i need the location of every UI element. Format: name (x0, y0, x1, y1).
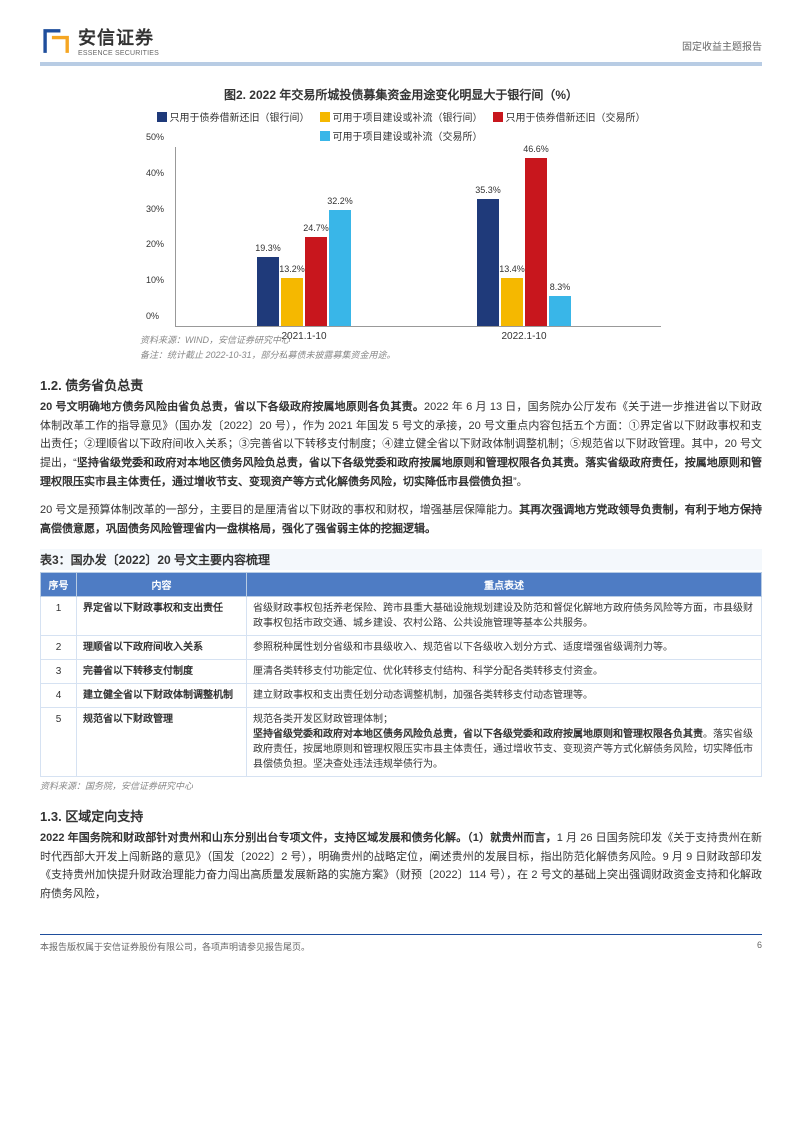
legend-item: 可用于项目建设或补流（银行间） (320, 109, 483, 124)
legend-swatch (320, 131, 330, 141)
bar-group: 35.3%13.4%46.6%8.3%2022.1-10 (476, 158, 572, 326)
legend-item: 只用于债券借新还旧（银行间） (157, 109, 310, 124)
page-header: 安信证券 ESSENCE SECURITIES 固定收益主题报告 (40, 24, 762, 58)
bar-value-label: 24.7% (303, 223, 329, 233)
legend-label: 只用于债券借新还旧（交易所） (506, 109, 646, 124)
table-column-header: 内容 (77, 572, 247, 596)
footer-left: 本报告版权属于安信证券股份有限公司，各项声明请参见报告尾页。 (40, 940, 310, 953)
table-cell-desc: 规范各类开发区财政管理体制；坚持省级党委和政府对本地区债务风险负总责，省以下各级… (247, 707, 762, 776)
bar: 19.3% (257, 257, 279, 326)
bar: 24.7% (305, 237, 327, 326)
table-cell-desc: 省级财政事权包括养老保险、跨市县重大基础设施规划建设及防范和督促化解地方政府债务… (247, 596, 762, 635)
table3-header-row: 序号内容重点表述 (41, 572, 762, 596)
legend-item: 可用于项目建设或补流（交易所） (320, 128, 483, 143)
chart-plot-area: 0%10%20%30%40%50%19.3%13.2%24.7%32.2%202… (175, 147, 661, 327)
legend-swatch (493, 112, 503, 122)
bar-value-label: 13.2% (279, 264, 305, 274)
table3: 序号内容重点表述 1界定省以下财政事权和支出责任省级财政事权包括养老保险、跨市县… (40, 572, 762, 777)
header-divider (40, 62, 762, 66)
bar: 13.2% (281, 278, 303, 326)
y-tick-label: 0% (146, 311, 159, 321)
footer-divider (40, 934, 762, 935)
para1-tail: ”。 (513, 476, 528, 488)
legend-label: 可用于项目建设或补流（交易所） (333, 128, 483, 143)
section-1-2-para1: 20 号文明确地方债务风险由省负总责，省以下各级政府按属地原则各负其责。2022… (40, 398, 762, 491)
brand-name-cn: 安信证券 (78, 24, 159, 50)
bar-group: 19.3%13.2%24.7%32.2%2021.1-10 (256, 210, 352, 326)
y-tick-label: 10% (146, 275, 164, 285)
para1-bold2: 坚持省级党委和政府对本地区债务风险负总责，省以下各级党委和政府按属地原则和管理权… (40, 457, 762, 488)
section-1-2-para2: 20 号文是预算体制改革的一部分，主要目的是厘清省以下财政的事权和财权，增强基层… (40, 501, 762, 538)
table3-body: 1界定省以下财政事权和支出责任省级财政事权包括养老保险、跨市县重大基础设施规划建… (41, 596, 762, 776)
para1-lead: 20 号文明确地方债务风险由省负总责，省以下各级政府按属地原则各负其责。 (40, 401, 424, 413)
table-cell-content: 完善省以下转移支付制度 (77, 659, 247, 683)
bar-value-label: 32.2% (327, 196, 353, 206)
chart-legend: 只用于债券借新还旧（银行间） 可用于项目建设或补流（银行间） 只用于债券借新还旧（交… (141, 109, 661, 143)
legend-item: 只用于债券借新还旧（交易所） (493, 109, 646, 124)
brand-name-en: ESSENCE SECURITIES (78, 50, 159, 57)
table-cell-desc: 厘清各类转移支付功能定位、优化转移支付结构、科学分配各类转移支付资金。 (247, 659, 762, 683)
table-column-header: 重点表述 (247, 572, 762, 596)
bar: 13.4% (501, 278, 523, 326)
table-cell-seq: 3 (41, 659, 77, 683)
table-row: 1界定省以下财政事权和支出责任省级财政事权包括养老保险、跨市县重大基础设施规划建… (41, 596, 762, 635)
bar: 35.3% (477, 199, 499, 326)
para2-a: 20 号文是预算体制改革的一部分，主要目的是厘清省以下财政的事权和财权，增强基层… (40, 504, 519, 516)
y-tick-label: 20% (146, 239, 164, 249)
table-row: 2理顺省以下政府间收入关系参照税种属性划分省级和市县级收入、规范省以下各级收入划… (41, 635, 762, 659)
logo-icon (40, 24, 74, 58)
table-row: 3完善省以下转移支付制度厘清各类转移支付功能定位、优化转移支付结构、科学分配各类… (41, 659, 762, 683)
table-cell-seq: 5 (41, 707, 77, 776)
table-cell-content: 理顺省以下政府间收入关系 (77, 635, 247, 659)
section-1-2-heading: 1.2. 债务省负总责 (40, 375, 762, 394)
logo: 安信证券 ESSENCE SECURITIES (40, 24, 159, 58)
page-footer: 本报告版权属于安信证券股份有限公司，各项声明请参见报告尾页。 6 (40, 934, 762, 953)
table-cell-seq: 4 (41, 683, 77, 707)
section-1-3-heading: 1.3. 区域定向支持 (40, 806, 762, 825)
bar-value-label: 13.4% (499, 264, 525, 274)
table-column-header: 序号 (41, 572, 77, 596)
table-cell-content: 建立健全省以下财政体制调整机制 (77, 683, 247, 707)
table-cell-desc: 建立财政事权和支出责任划分动态调整机制，加强各类转移支付动态管理等。 (247, 683, 762, 707)
bar-value-label: 19.3% (255, 243, 281, 253)
table-row: 5规范省以下财政管理规范各类开发区财政管理体制；坚持省级党委和政府对本地区债务风… (41, 707, 762, 776)
legend-swatch (320, 112, 330, 122)
bar-value-label: 46.6% (523, 144, 549, 154)
table-cell-desc: 参照税种属性划分省级和市县级收入、规范省以下各级收入划分方式、适度增强省级调剂力… (247, 635, 762, 659)
bar-value-label: 35.3% (475, 185, 501, 195)
legend-label: 只用于债券借新还旧（银行间） (170, 109, 310, 124)
x-category-label: 2021.1-10 (281, 331, 326, 342)
table-cell-seq: 2 (41, 635, 77, 659)
figure2-note: 备注：统计截止 2022-10-31，部分私募债未披露募集资金用途。 (140, 348, 762, 361)
table-cell-seq: 1 (41, 596, 77, 635)
bar: 46.6% (525, 158, 547, 326)
table3-title: 表3：国办发〔2022〕20 号文主要内容梳理 (40, 549, 762, 570)
bar-value-label: 8.3% (550, 282, 571, 292)
table3-source: 资料来源：国务院，安信证券研究中心 (40, 779, 762, 792)
table-cell-content: 界定省以下财政事权和支出责任 (77, 596, 247, 635)
header-right-text: 固定收益主题报告 (682, 38, 762, 53)
table-row: 4建立健全省以下财政体制调整机制建立财政事权和支出责任划分动态调整机制，加强各类… (41, 683, 762, 707)
footer-page-number: 6 (757, 940, 762, 953)
y-tick-label: 50% (146, 132, 164, 142)
figure2-title: 图2. 2022 年交易所城投债募集资金用途变化明显大于银行间（%） (40, 86, 762, 103)
x-category-label: 2022.1-10 (501, 331, 546, 342)
legend-label: 可用于项目建设或补流（银行间） (333, 109, 483, 124)
figure2-source: 资料来源：WIND，安信证券研究中心 (140, 333, 762, 346)
legend-swatch (157, 112, 167, 122)
bar: 32.2% (329, 210, 351, 326)
bar: 8.3% (549, 296, 571, 326)
section-1-3-para1: 2022 年国务院和财政部针对贵州和山东分别出台专项文件，支持区域发展和债务化解… (40, 829, 762, 904)
figure2-chart: 只用于债券借新还旧（银行间） 可用于项目建设或补流（银行间） 只用于债券借新还旧（交… (141, 109, 661, 327)
s13-lead: 2022 年国务院和财政部针对贵州和山东分别出台专项文件，支持区域发展和债务化解… (40, 832, 557, 844)
table-cell-content: 规范省以下财政管理 (77, 707, 247, 776)
y-tick-label: 40% (146, 168, 164, 178)
y-tick-label: 30% (146, 204, 164, 214)
